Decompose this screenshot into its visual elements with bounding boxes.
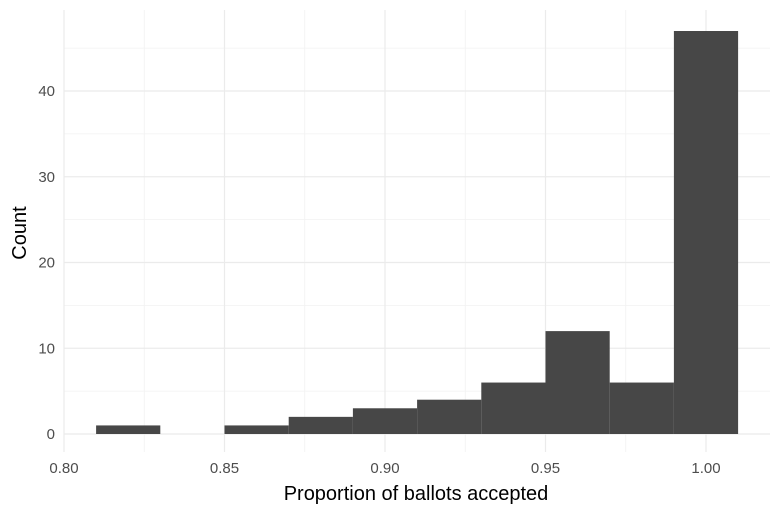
- x-tick-label: 0.90: [370, 460, 399, 477]
- x-tick-label: 0.85: [210, 460, 239, 477]
- bars: [96, 31, 739, 434]
- histogram-bar: [288, 416, 353, 434]
- y-tick-label: 30: [38, 169, 55, 186]
- histogram-bar: [352, 408, 418, 434]
- y-tick-label: 0: [47, 426, 55, 443]
- histogram-bar: [417, 399, 482, 434]
- histogram-bar: [481, 382, 546, 434]
- y-tick-label: 10: [38, 340, 55, 357]
- histogram-bar: [224, 425, 289, 434]
- x-axis-ticks: 0.80 0.85 0.90 0.95 1.00: [49, 460, 720, 477]
- y-axis-title: Count: [9, 206, 31, 260]
- histogram-bar: [96, 425, 161, 434]
- y-tick-label: 40: [38, 83, 55, 100]
- x-tick-label: 0.95: [531, 460, 560, 477]
- histogram-bar: [545, 331, 610, 434]
- y-tick-label: 20: [38, 255, 55, 272]
- histogram-bar: [609, 382, 674, 434]
- x-axis-title: Proportion of ballots accepted: [284, 483, 549, 505]
- histogram-bar: [673, 31, 739, 434]
- x-tick-label: 0.80: [49, 460, 78, 477]
- x-tick-label: 1.00: [691, 460, 720, 477]
- y-axis-ticks: 0 10 20 30 40: [38, 83, 55, 443]
